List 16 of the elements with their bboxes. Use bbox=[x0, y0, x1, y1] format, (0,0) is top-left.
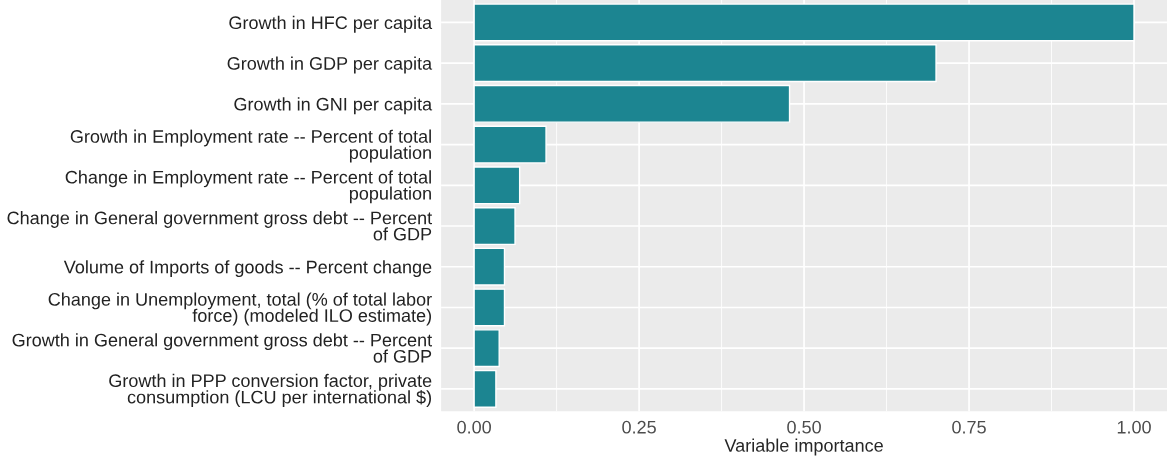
x-tick-label: 1.00 bbox=[1117, 420, 1151, 434]
y-tick-label: Growth in GDP per capita bbox=[227, 56, 433, 74]
y-tick-label: Growth in GNI per capita bbox=[234, 97, 433, 115]
x-tick-label: 0.25 bbox=[622, 420, 656, 434]
y-tick-label: Change in Employment rate -- Percent of total population bbox=[65, 170, 431, 204]
x-tick-label: 0.00 bbox=[457, 420, 491, 434]
x-tick-label: 0.75 bbox=[952, 420, 986, 434]
y-tick-label: Growth in PPP conversion factor, private consumption (LCU per international $) bbox=[109, 373, 432, 408]
y-tick-label: Growth in General government gross debt -- Percent of GDP bbox=[12, 333, 432, 363]
y-tick-label: Change in Unemployment, total (% of total labor force) (modeled ILO estimate) bbox=[48, 292, 432, 326]
y-tick-label: Change in General government gross debt -- Percent of GDP bbox=[7, 211, 432, 241]
x-tick-label: 0.50 bbox=[787, 420, 821, 434]
y-tick-label: Volume of Imports of goods -- Percent change bbox=[63, 260, 432, 278]
y-tick-label: Growth in Employment rate -- Percent of total population bbox=[70, 129, 431, 163]
y-tick-label: Growth in HFC per capita bbox=[229, 15, 433, 33]
x-axis-title: Variable importance bbox=[724, 438, 883, 456]
